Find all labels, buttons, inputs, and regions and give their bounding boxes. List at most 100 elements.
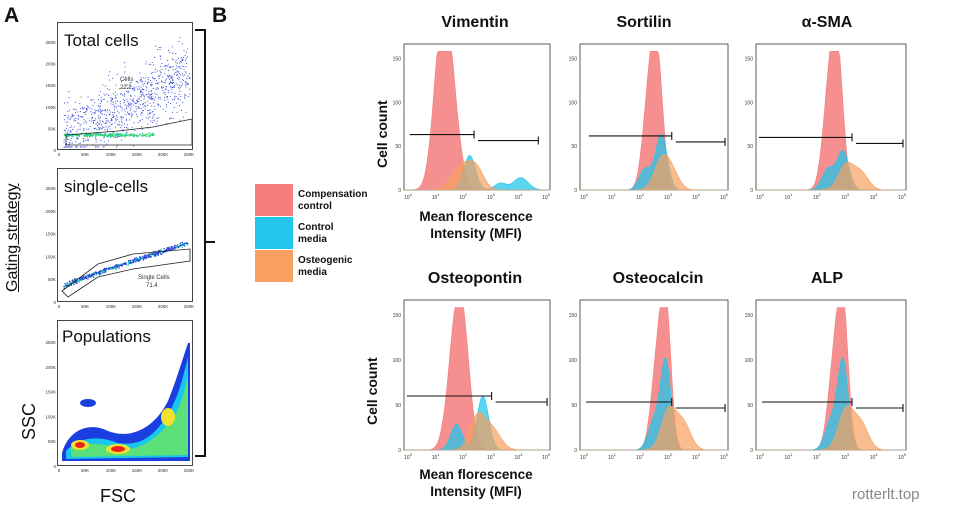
event-dot [176, 77, 178, 79]
event-dot [92, 119, 94, 121]
event-dot [136, 99, 138, 101]
x-tick-label: 105 [542, 193, 550, 201]
x-tick-label: 50K [81, 152, 89, 157]
event-dot [177, 243, 179, 246]
event-dot [168, 66, 170, 68]
event-dot [186, 78, 188, 80]
x-tick-label: 105 [898, 453, 906, 461]
event-dot [101, 113, 103, 115]
event-dot-dense [109, 134, 112, 137]
event-dot [184, 93, 186, 95]
event-dot [150, 255, 152, 258]
event-dot [182, 242, 185, 245]
event-dot [184, 71, 186, 73]
single-cells-plot: Single Cells 71.4 single-cells [57, 168, 193, 302]
event-dot [138, 88, 140, 90]
event-dot [124, 62, 126, 64]
event-dot-dense [63, 134, 66, 137]
event-dot [150, 90, 152, 92]
event-dot [106, 128, 109, 130]
event-dot [151, 253, 154, 255]
event-dot [126, 104, 128, 106]
event-dot [157, 103, 159, 105]
event-dot [103, 110, 105, 112]
x-tick-label: 103 [841, 193, 849, 201]
event-dot [181, 246, 184, 248]
event-dot [151, 111, 153, 113]
event-dot-dense [126, 134, 129, 137]
event-dot [173, 85, 175, 87]
y-tick-label: 100K [45, 414, 56, 419]
event-dot [177, 246, 180, 249]
event-dot [116, 265, 119, 267]
event-dot [116, 118, 118, 121]
event-dot [99, 90, 101, 92]
event-dot [189, 88, 191, 90]
event-dot [178, 41, 180, 43]
event-dot [182, 101, 184, 103]
event-dot [95, 146, 97, 148]
event-dot [147, 113, 149, 115]
event-dot [121, 139, 123, 141]
event-dot [171, 246, 173, 248]
alp-title: ALP [811, 270, 843, 287]
event-dot [142, 110, 144, 112]
event-dot [132, 89, 134, 91]
event-dot [141, 79, 143, 81]
event-dot [147, 104, 149, 106]
event-dot [171, 46, 173, 48]
event-dot [152, 122, 154, 124]
event-dot [104, 85, 106, 87]
event-dot [135, 256, 137, 259]
panel-b-letter: B [212, 4, 228, 27]
event-dot [112, 104, 114, 106]
event-dot [121, 121, 123, 123]
event-dot [80, 108, 82, 110]
event-dot [162, 108, 164, 110]
event-dot [129, 82, 131, 84]
event-dot [92, 273, 95, 276]
total-cells-title: Total cells [64, 31, 139, 50]
event-dot [189, 93, 191, 95]
event-dot [124, 100, 126, 102]
event-dot [176, 70, 178, 72]
event-dot [103, 126, 105, 129]
y-tick-label: 100 [569, 358, 578, 364]
event-dot [167, 59, 169, 61]
event-dot [130, 112, 132, 114]
event-dot [123, 108, 125, 110]
y-tick-label: 100K [45, 105, 56, 110]
event-dot [141, 94, 143, 96]
event-dot [124, 76, 127, 78]
event-dot [160, 71, 162, 73]
event-dot [152, 71, 154, 73]
event-dot [178, 66, 180, 68]
y-tick-label: 0 [574, 448, 577, 454]
event-dot-dense [115, 134, 118, 137]
event-dot [92, 99, 94, 101]
event-dot [125, 119, 128, 121]
event-dot [118, 121, 120, 123]
event-dot [86, 122, 88, 124]
event-dot [171, 81, 173, 84]
event-dot [83, 139, 85, 141]
event-dot [128, 85, 131, 87]
event-dot [170, 117, 172, 119]
event-dot-dense [143, 134, 145, 137]
event-dot [154, 92, 156, 94]
event-dot [103, 141, 105, 143]
event-dot [135, 111, 137, 113]
event-dot [134, 261, 137, 263]
event-dot [175, 61, 177, 63]
x-tick-label: 103 [487, 193, 495, 201]
event-dot-dense [119, 133, 121, 135]
event-dot [110, 100, 112, 102]
event-dot [165, 122, 167, 124]
event-dot [105, 126, 107, 128]
vimentin-histogram: 0 50 100 150 100 101 102 103 104 105 [393, 43, 551, 201]
event-dot [79, 110, 81, 113]
event-dot [95, 111, 97, 113]
event-dot [67, 115, 69, 117]
event-dot [64, 114, 66, 116]
event-dot [129, 262, 131, 264]
